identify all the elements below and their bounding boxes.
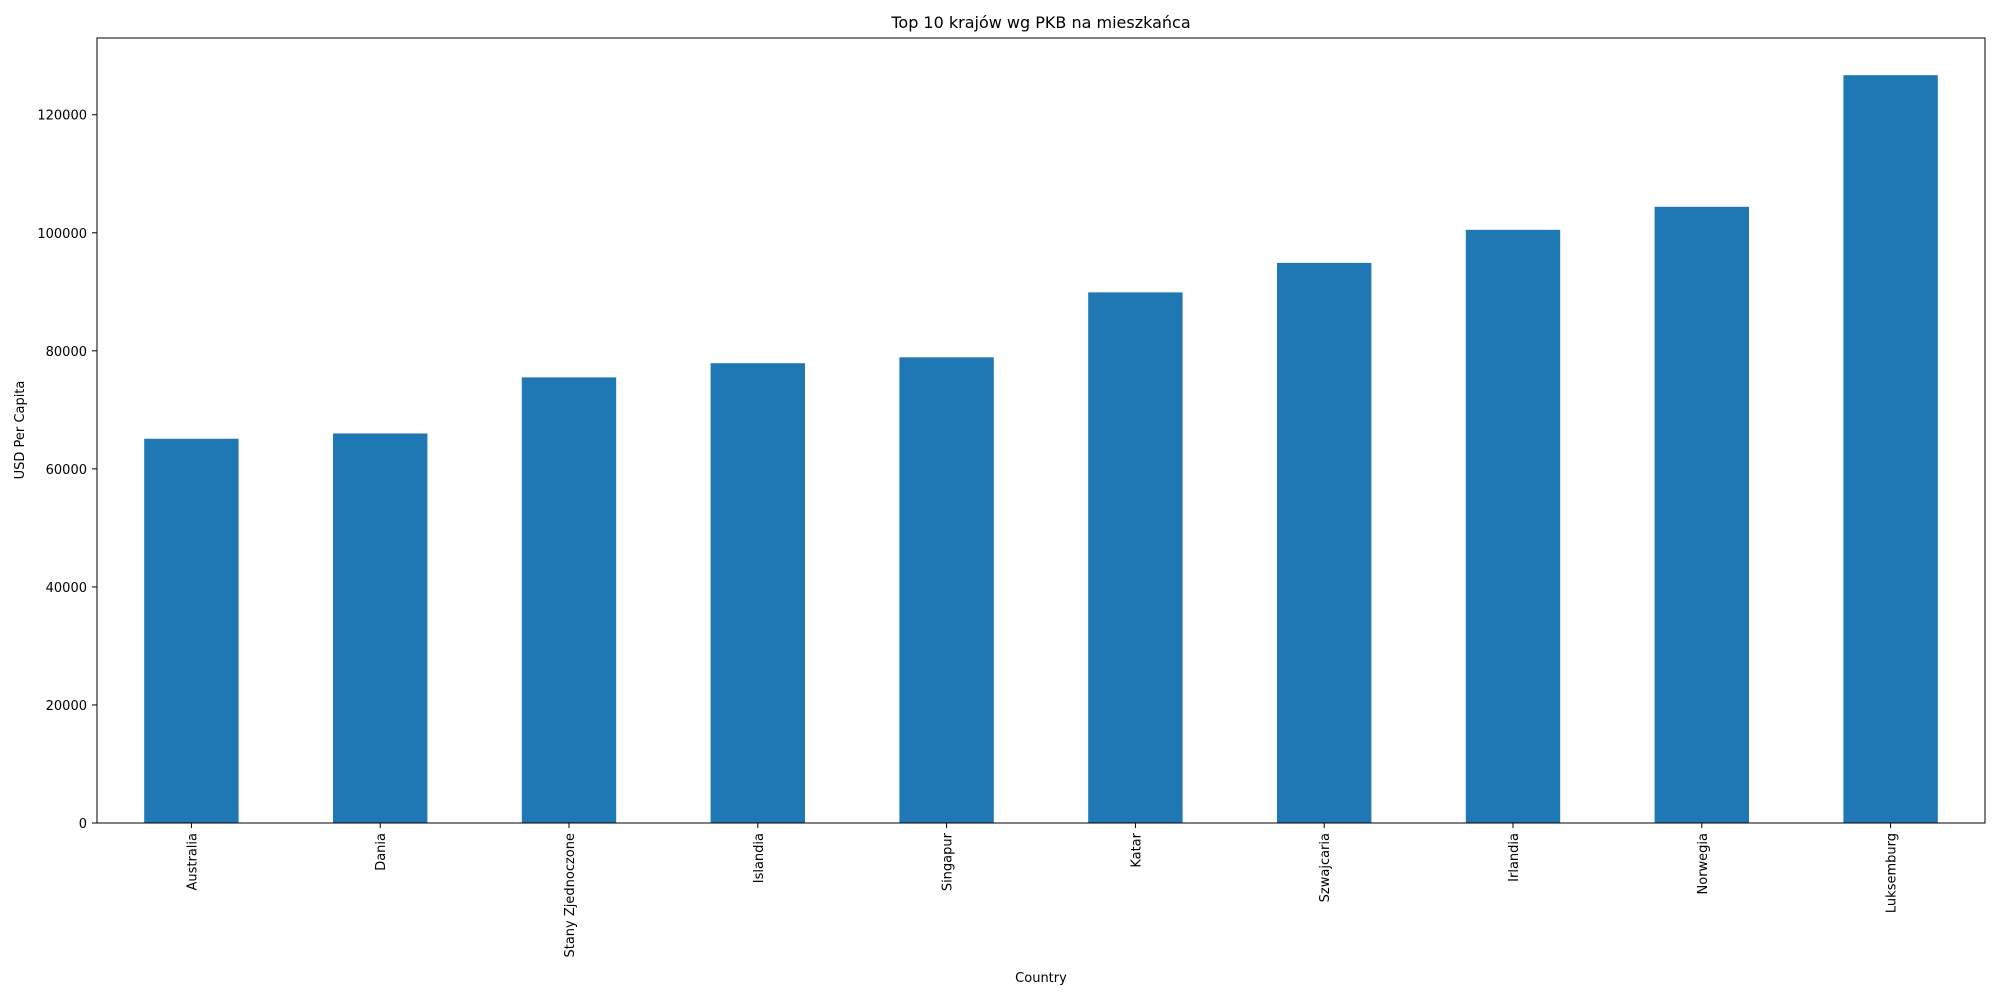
y-tick-label: 40000 bbox=[46, 581, 87, 596]
x-tick-label: Stany Zjednoczone bbox=[563, 833, 578, 958]
y-axis-label: USD Per Capita bbox=[13, 381, 28, 480]
x-tick-label: Katar bbox=[1129, 832, 1144, 867]
bar bbox=[1277, 262, 1372, 823]
bar bbox=[1654, 206, 1749, 823]
bar bbox=[899, 357, 994, 823]
y-tick-label: 20000 bbox=[46, 699, 87, 714]
bar bbox=[1843, 75, 1938, 824]
bar bbox=[521, 377, 617, 823]
x-tick-label: Singapur bbox=[941, 832, 956, 891]
bar bbox=[1088, 292, 1183, 823]
y-tick-label: 80000 bbox=[46, 345, 87, 360]
x-tick-label: Australia bbox=[185, 833, 200, 891]
plot-frame bbox=[96, 37, 1986, 824]
y-tick-label: 100000 bbox=[37, 227, 87, 242]
chart-title: Top 10 krajów wg PKB na mieszkańca bbox=[890, 13, 1190, 32]
bar bbox=[710, 363, 805, 823]
bar bbox=[1465, 229, 1561, 823]
x-tick-label: Luksemburg bbox=[1885, 833, 1900, 913]
x-tick-label: Szwajcaria bbox=[1318, 833, 1333, 902]
x-tick-label: Dania bbox=[374, 833, 389, 871]
bar bbox=[144, 438, 239, 823]
y-tick-label: 60000 bbox=[46, 463, 87, 478]
bar bbox=[333, 433, 428, 823]
x-tick-label: Norwegia bbox=[1696, 833, 1711, 894]
y-tick-label: 0 bbox=[79, 817, 87, 832]
x-tick-label: Islandia bbox=[752, 833, 767, 883]
y-tick-label: 120000 bbox=[37, 109, 87, 124]
x-axis-label: Country bbox=[1015, 971, 1067, 986]
x-tick-label: Irlandia bbox=[1507, 833, 1522, 882]
